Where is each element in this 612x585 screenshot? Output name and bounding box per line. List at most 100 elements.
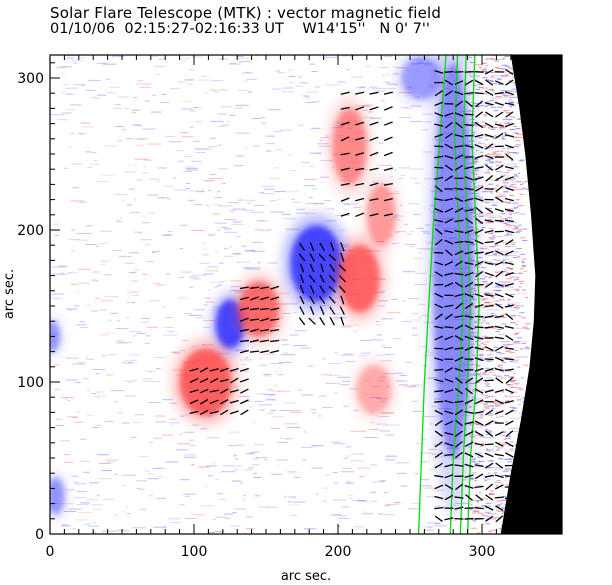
noise-streak [193, 140, 201, 142]
noise-streak [356, 87, 367, 89]
noise-streak [288, 76, 296, 78]
noise-streak [299, 75, 302, 77]
noise-streak [207, 190, 212, 192]
noise-streak [416, 443, 421, 445]
field-vector [434, 507, 444, 510]
noise-streak [370, 464, 378, 466]
field-vector [454, 315, 464, 319]
field-vector [444, 389, 454, 393]
noise-streak [345, 482, 355, 484]
field-vector [434, 368, 444, 371]
noise-streak [426, 496, 440, 498]
noise-streak [383, 55, 392, 57]
noise-streak [197, 79, 211, 81]
field-vector [484, 315, 494, 319]
limb-speckle [498, 123, 502, 125]
limb-speckle [509, 360, 514, 362]
noise-streak [304, 212, 316, 214]
limb-speckle [507, 121, 511, 123]
noise-streak [253, 145, 261, 147]
field-vector [199, 409, 209, 416]
field-vector [494, 356, 504, 362]
field-vector [454, 80, 464, 85]
limb-speckle [486, 518, 489, 520]
chart-subtitle: 01/10/06 02:15:27-02:16:33 UT W14'15'' N… [50, 21, 430, 37]
noise-streak [477, 271, 485, 273]
noise-streak [179, 433, 182, 435]
limb-speckle [500, 500, 507, 502]
noise-streak [343, 203, 358, 205]
noise-streak [136, 144, 144, 146]
noise-streak [208, 234, 216, 236]
noise-streak [305, 101, 314, 103]
noise-streak [248, 467, 254, 469]
limb-speckle [488, 80, 494, 82]
field-vector [484, 69, 494, 75]
limb-speckle [502, 218, 508, 220]
limb-speckle [517, 118, 522, 120]
noise-streak [85, 151, 92, 153]
noise-streak [404, 243, 417, 245]
noise-streak [73, 84, 85, 86]
limb-speckle [485, 58, 488, 60]
noise-streak [228, 202, 239, 204]
limb-speckle [481, 514, 485, 516]
limb-speckle [506, 278, 512, 280]
noise-streak [61, 525, 72, 527]
limb-speckle [514, 288, 520, 290]
noise-streak [276, 390, 291, 392]
limb-speckle [512, 342, 516, 344]
noise-streak [155, 73, 161, 75]
noise-streak [353, 330, 358, 332]
limb-speckle [502, 253, 508, 255]
noise-streak [165, 61, 169, 63]
limb-speckle [498, 457, 502, 459]
noise-streak [71, 163, 83, 165]
noise-streak [487, 172, 491, 174]
field-vector [340, 252, 345, 262]
noise-streak [323, 358, 326, 360]
noise-streak [485, 383, 490, 385]
noise-streak [381, 318, 393, 320]
noise-streak [434, 505, 441, 507]
limb-speckle [481, 425, 487, 427]
limb-speckle [484, 515, 489, 517]
noise-streak [288, 69, 294, 71]
noise-streak [183, 431, 195, 433]
noise-streak [94, 395, 107, 397]
noise-streak [350, 430, 359, 432]
noise-streak [345, 446, 352, 448]
limb-speckle [519, 237, 526, 239]
noise-streak [244, 469, 253, 471]
limb-speckle [477, 256, 483, 258]
limb-speckle [485, 397, 489, 399]
limb-speckle [515, 307, 521, 309]
noise-streak [80, 122, 91, 124]
limb-speckle [478, 86, 483, 88]
noise-streak [497, 83, 502, 85]
limb-speckle [485, 327, 490, 329]
limb-speckle [480, 199, 485, 201]
noise-streak [343, 353, 353, 355]
noise-streak [189, 110, 196, 112]
field-vector [229, 367, 239, 372]
field-vector [504, 282, 514, 287]
noise-streak [232, 208, 246, 210]
noise-streak [145, 470, 149, 472]
limb-speckle [499, 368, 503, 370]
noise-streak [418, 452, 433, 454]
limb-speckle [479, 278, 486, 280]
field-vector [454, 496, 464, 499]
limb-speckle [514, 333, 519, 335]
noise-streak [90, 163, 101, 165]
limb-speckle [483, 298, 489, 300]
field-vector [454, 187, 464, 191]
noise-streak [64, 167, 68, 169]
field-vector [455, 121, 463, 129]
limb-speckle [481, 191, 486, 193]
noise-streak [412, 503, 421, 505]
field-vector [504, 292, 514, 298]
noise-streak [388, 169, 398, 171]
noise-streak [309, 63, 316, 65]
limb-speckle [513, 132, 519, 134]
